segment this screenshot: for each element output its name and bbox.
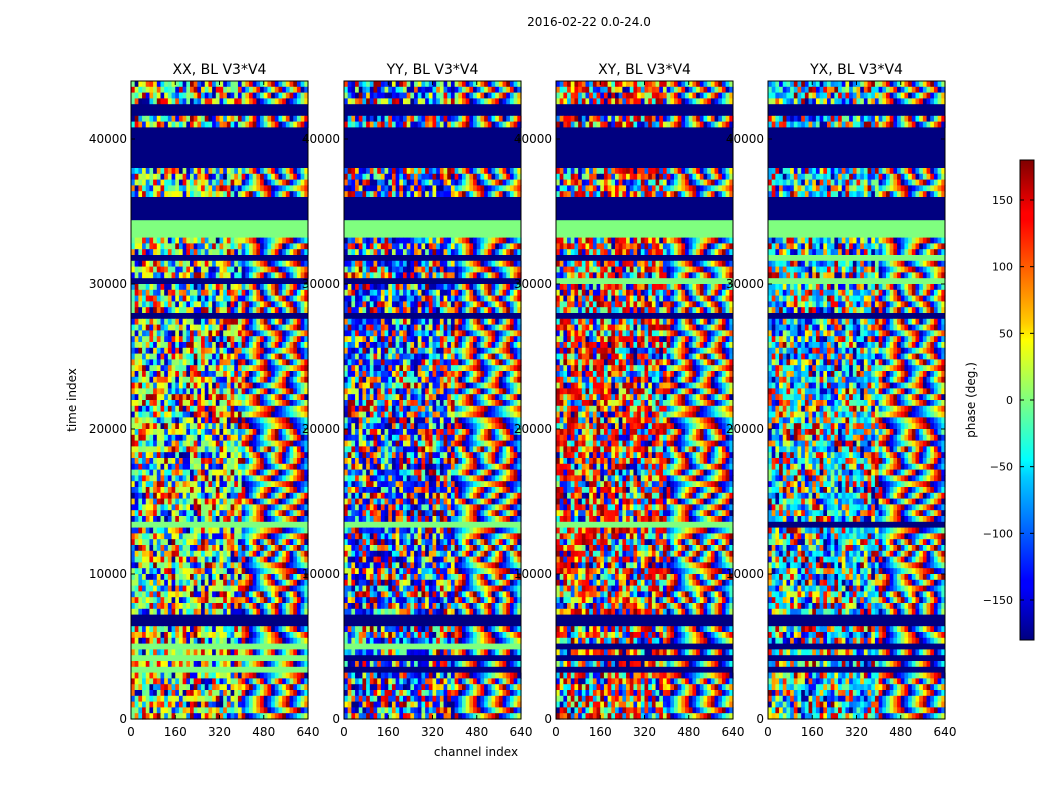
colorbar-tick-label: −100	[983, 527, 1013, 540]
x-tick-label: 0	[340, 725, 348, 739]
y-tick-label: 20000	[726, 422, 764, 436]
suptitle: 2016-02-22 0.0-24.0	[527, 15, 651, 29]
y-tick-label: 40000	[302, 132, 340, 146]
y-tick-label: 30000	[89, 277, 127, 291]
x-tick-label: 320	[421, 725, 444, 739]
x-tick-label: 640	[297, 725, 320, 739]
colorbar: −150 −100 −50 0 50 100 150 phase (deg.)	[964, 159, 1035, 641]
colorbar-tick-label: 150	[992, 194, 1013, 207]
heatmap-image	[131, 81, 309, 720]
colorbar-ticks: −150 −100 −50 0 50 100 150	[983, 194, 1034, 607]
y-tick-label: 30000	[514, 277, 552, 291]
colorbar-tick-label: 100	[992, 261, 1013, 274]
colorbar-tick-label: −50	[990, 461, 1013, 474]
x-tick-label: 480	[465, 725, 488, 739]
x-tick-label: 160	[164, 725, 187, 739]
x-tick-label: 160	[589, 725, 612, 739]
y-tick-label: 0	[544, 712, 552, 726]
y-tick-label: 20000	[89, 422, 127, 436]
x-tick-label: 0	[764, 725, 772, 739]
panel-title: XY, BL V3*V4	[598, 62, 691, 78]
colorbar-label: phase (deg.)	[964, 362, 978, 438]
x-tick-label: 640	[934, 725, 957, 739]
x-tick-label: 320	[208, 725, 231, 739]
x-tick-label: 480	[252, 725, 275, 739]
x-tick-label: 0	[552, 725, 560, 739]
colorbar-tick-label: −150	[983, 594, 1013, 607]
y-tick-label: 0	[756, 712, 764, 726]
y-tick-label: 0	[119, 712, 127, 726]
panel-title: XX, BL V3*V4	[173, 62, 267, 78]
panel-1: XX, BL V3*V4 0 160 320 480 640 0 10000 20000 3000…	[89, 62, 320, 739]
heatmap-image	[344, 81, 522, 720]
y-tick-label: 30000	[302, 277, 340, 291]
y-tick-label: 20000	[514, 422, 552, 436]
colorbar-tick-label: 0	[1006, 394, 1013, 407]
y-tick-label: 10000	[302, 567, 340, 581]
y-tick-label: 0	[332, 712, 340, 726]
panel-title: YY, BL V3*V4	[386, 62, 479, 78]
y-tick-label: 30000	[726, 277, 764, 291]
x-tick-label: 320	[845, 725, 868, 739]
x-tick-label: 160	[377, 725, 400, 739]
heatmap-image	[556, 81, 734, 720]
y-tick-label: 10000	[726, 567, 764, 581]
x-tick-label: 640	[510, 725, 533, 739]
panel-4: YX, BL V3*V4 0 160 320 480 640 0 10000 20000 3000…	[726, 62, 957, 739]
panel-3: XY, BL V3*V4 0 160 320 480 640 0 10000 20000 3000…	[514, 62, 745, 739]
heatmap-image	[768, 81, 946, 720]
y-tick-label: 20000	[302, 422, 340, 436]
y-tick-label: 40000	[89, 132, 127, 146]
panels: XX, BL V3*V4 0 160 320 480 640 0 10000 20000 3000…	[89, 62, 957, 739]
x-tick-label: 480	[889, 725, 912, 739]
y-axis-label: time index	[65, 368, 79, 432]
x-tick-label: 480	[677, 725, 700, 739]
y-tick-label: 10000	[514, 567, 552, 581]
x-axis-label: channel index	[434, 745, 518, 759]
colorbar-tick-label: 50	[999, 327, 1013, 340]
y-tick-label: 40000	[726, 132, 764, 146]
x-tick-label: 320	[633, 725, 656, 739]
panel-title: YX, BL V3*V4	[809, 62, 903, 78]
x-tick-label: 0	[127, 725, 135, 739]
y-tick-label: 40000	[514, 132, 552, 146]
x-tick-label: 160	[801, 725, 824, 739]
panel-2: YY, BL V3*V4 0 160 320 480 640 0 10000 20000 3000…	[302, 62, 533, 739]
y-tick-label: 10000	[89, 567, 127, 581]
x-tick-label: 640	[722, 725, 745, 739]
